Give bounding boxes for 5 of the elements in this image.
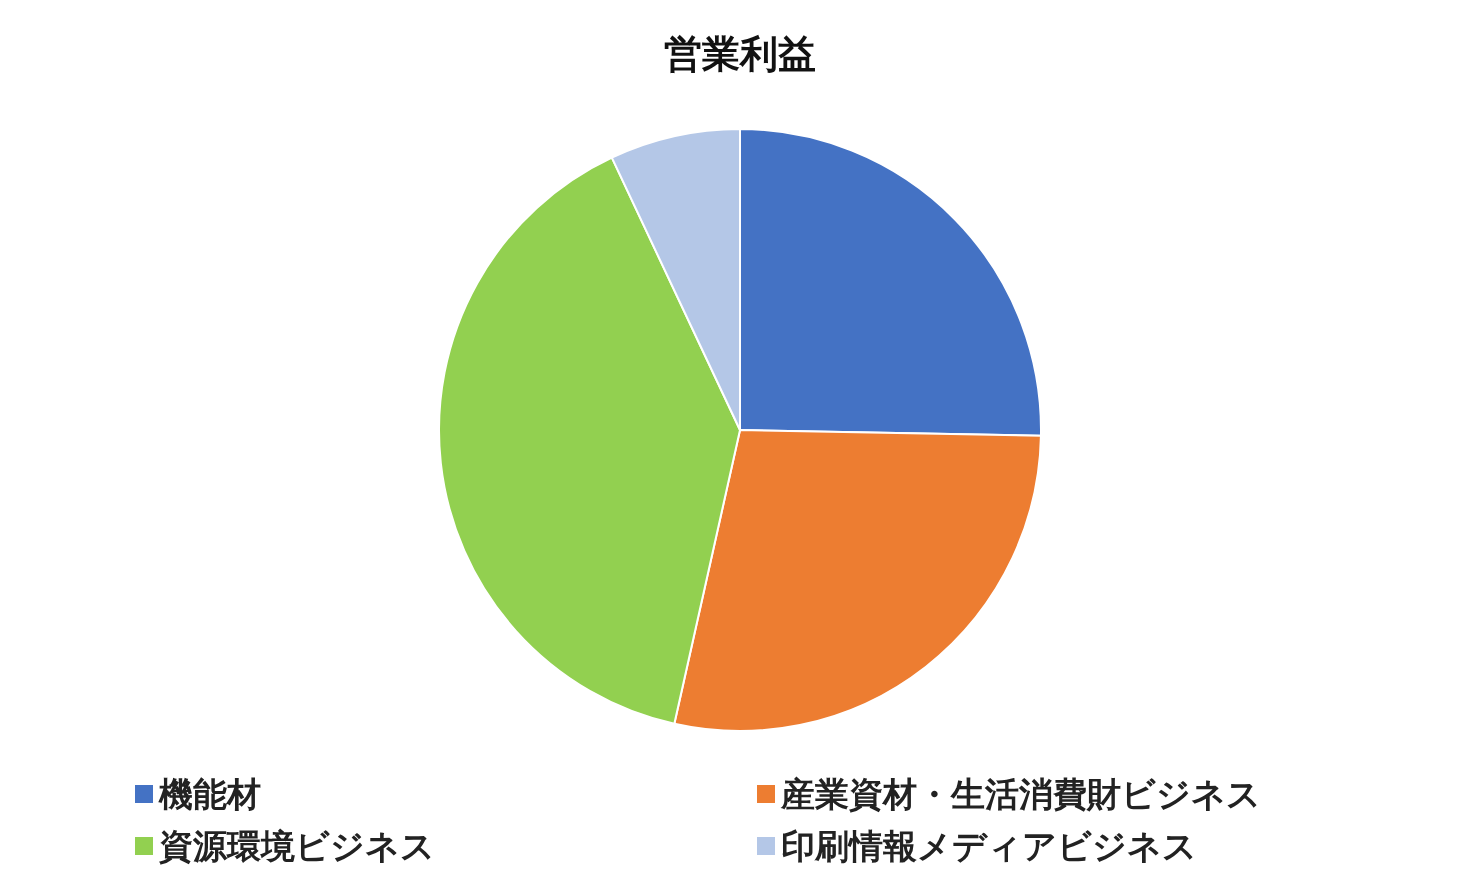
legend-label: 機能材 — [158, 774, 261, 814]
legend-label: 印刷情報メディアビジネス — [781, 826, 1197, 866]
legend-label: 資源環境ビジネス — [158, 826, 435, 866]
chart-title: 営業利益 — [664, 32, 816, 76]
legend-label: 産業資材・生活消費財ビジネス — [780, 774, 1261, 814]
